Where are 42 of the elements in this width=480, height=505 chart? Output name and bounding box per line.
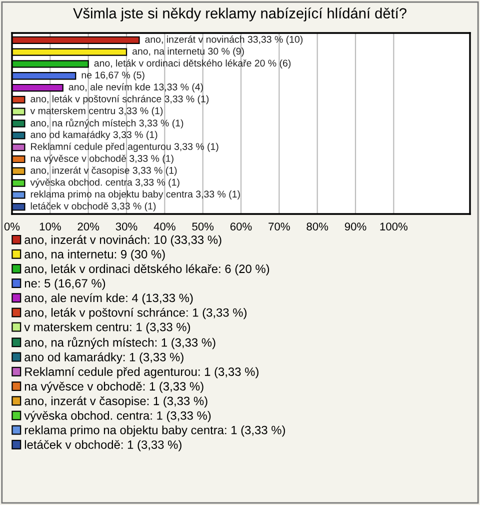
legend-label: ano, leták v poštovní schránce: 1 (3,33 %) [24, 308, 246, 320]
data-label: Reklamní cedule před agenturou 3,33 % (1) [31, 142, 218, 152]
data-label: ano, na různých místech 3,33 % (1) [30, 118, 184, 128]
legend-label: vývěska obchod. centra: 1 (3,33 %) [24, 410, 211, 422]
data-label: na vývěsce v obchodě 3,33 % (1) [30, 154, 174, 164]
x-tick-label: 70% [268, 222, 290, 230]
x-tick-label: 80% [306, 222, 328, 230]
data-label: letáček v obchodě 3,33 % (1) [30, 202, 156, 212]
legend-label: ano od kamarádky: 1 (3,33 %) [24, 352, 184, 364]
data-label: ano od kamarádky 3,33 % (1) [30, 130, 158, 140]
legend-label: ne: 5 (16,67 %) [24, 278, 106, 290]
data-label: ano, ale nevím kde 13,33 % (4) [68, 83, 203, 92]
data-label: ano, na internetu 30 % (9) [132, 48, 244, 57]
x-tick-label: 60% [230, 222, 252, 230]
legend-label: ano, inzerát v novinách: 10 (33,33 %) [24, 235, 222, 246]
data-label: ano, inzerát v novinách 33,33 % (10) [145, 36, 303, 45]
data-label: reklama primo na objektu baby centra 3,33 % (1) [30, 190, 240, 200]
x-tick-label: 20% [78, 222, 100, 230]
x-tick-label: 100% [380, 222, 408, 230]
legend-label: na vývěsce v obchodě: 1 (3,33 %) [24, 382, 204, 393]
x-tick-label: 90% [344, 222, 366, 230]
legend-label: ano, leták v ordinaci dětského lékaře: 6 (20 %) [24, 264, 270, 276]
data-label: ano, leták v poštovní schránce 3,33 % (1) [30, 95, 209, 104]
x-tick-label: 10% [40, 222, 61, 230]
chart-title: Všimla jste si někdy reklamy nabízející hlídání dětí? [73, 8, 406, 22]
data-label: v materskem centru 3,33 % (1) [30, 107, 163, 116]
legend-label: Reklamní cedule před agenturou: 1 (3,33 %) [25, 367, 258, 378]
legend-label: v materskem centru: 1 (3,33 %) [24, 322, 190, 334]
data-label: ne 16,67 % (5) [82, 71, 144, 80]
x-tick-label: 30% [116, 222, 138, 230]
legend-label: letáček v obchodě: 1 (3,33 %) [24, 440, 182, 452]
x-tick-label: 50% [192, 222, 214, 230]
legend-label: reklama primo na objektu baby centra: 1 (3,33 %) [24, 426, 285, 437]
x-tick-label: 0% [4, 222, 20, 230]
legend-label: ano, ale nevím kde: 4 (13,33 %) [24, 293, 193, 305]
x-tick-label: 40% [154, 222, 176, 230]
data-label: ano, inzerát v časopise 3,33 % (1) [30, 166, 177, 176]
legend-label: ano, na různých místech: 1 (3,33 %) [24, 336, 216, 350]
legend-label: ano, na internetu: 9 (30 %) [24, 250, 165, 261]
legend-label: ano, inzerát v časopise: 1 (3,33 %) [24, 396, 208, 408]
data-label: ano, leták v ordinaci dětského lékaře 20 % (6) [94, 59, 291, 69]
data-label: vývěska obchod. centra 3,33 % (1) [30, 178, 180, 188]
